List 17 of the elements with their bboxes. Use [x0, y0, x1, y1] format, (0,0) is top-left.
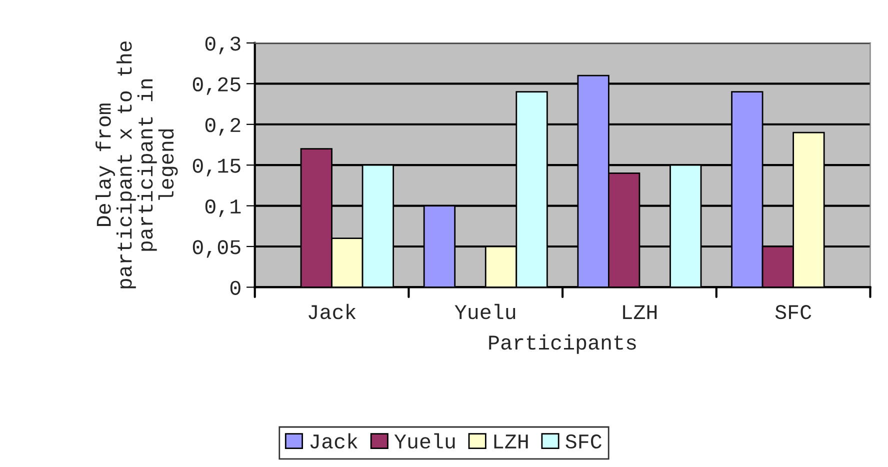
y-tick-label: 0: [230, 280, 240, 295]
y-axis-title: Delay from participant x to the participant in legend: [96, 41, 178, 288]
x-tick-label: Jack: [308, 304, 356, 320]
y-tick-label: 0,25: [192, 77, 240, 95]
y-tick-label: 0,15: [192, 158, 240, 176]
legend-label: Jack: [310, 433, 358, 449]
legend-label: Yuelu: [394, 433, 455, 449]
x-tick-label: LZH: [623, 305, 657, 319]
x-tick-label: SFC: [775, 305, 812, 320]
legend-label: LZH: [494, 434, 528, 448]
y-tick-label: 0,2: [205, 118, 240, 136]
y-tick-label: 0,1: [205, 199, 241, 218]
y-tick-label: 0,05: [192, 240, 240, 258]
x-axis-title: Participants: [489, 334, 636, 354]
y-tick-label: 0,3: [205, 36, 240, 54]
legend-label: SFC: [566, 434, 602, 449]
x-tick-label: Yuelu: [454, 304, 516, 320]
